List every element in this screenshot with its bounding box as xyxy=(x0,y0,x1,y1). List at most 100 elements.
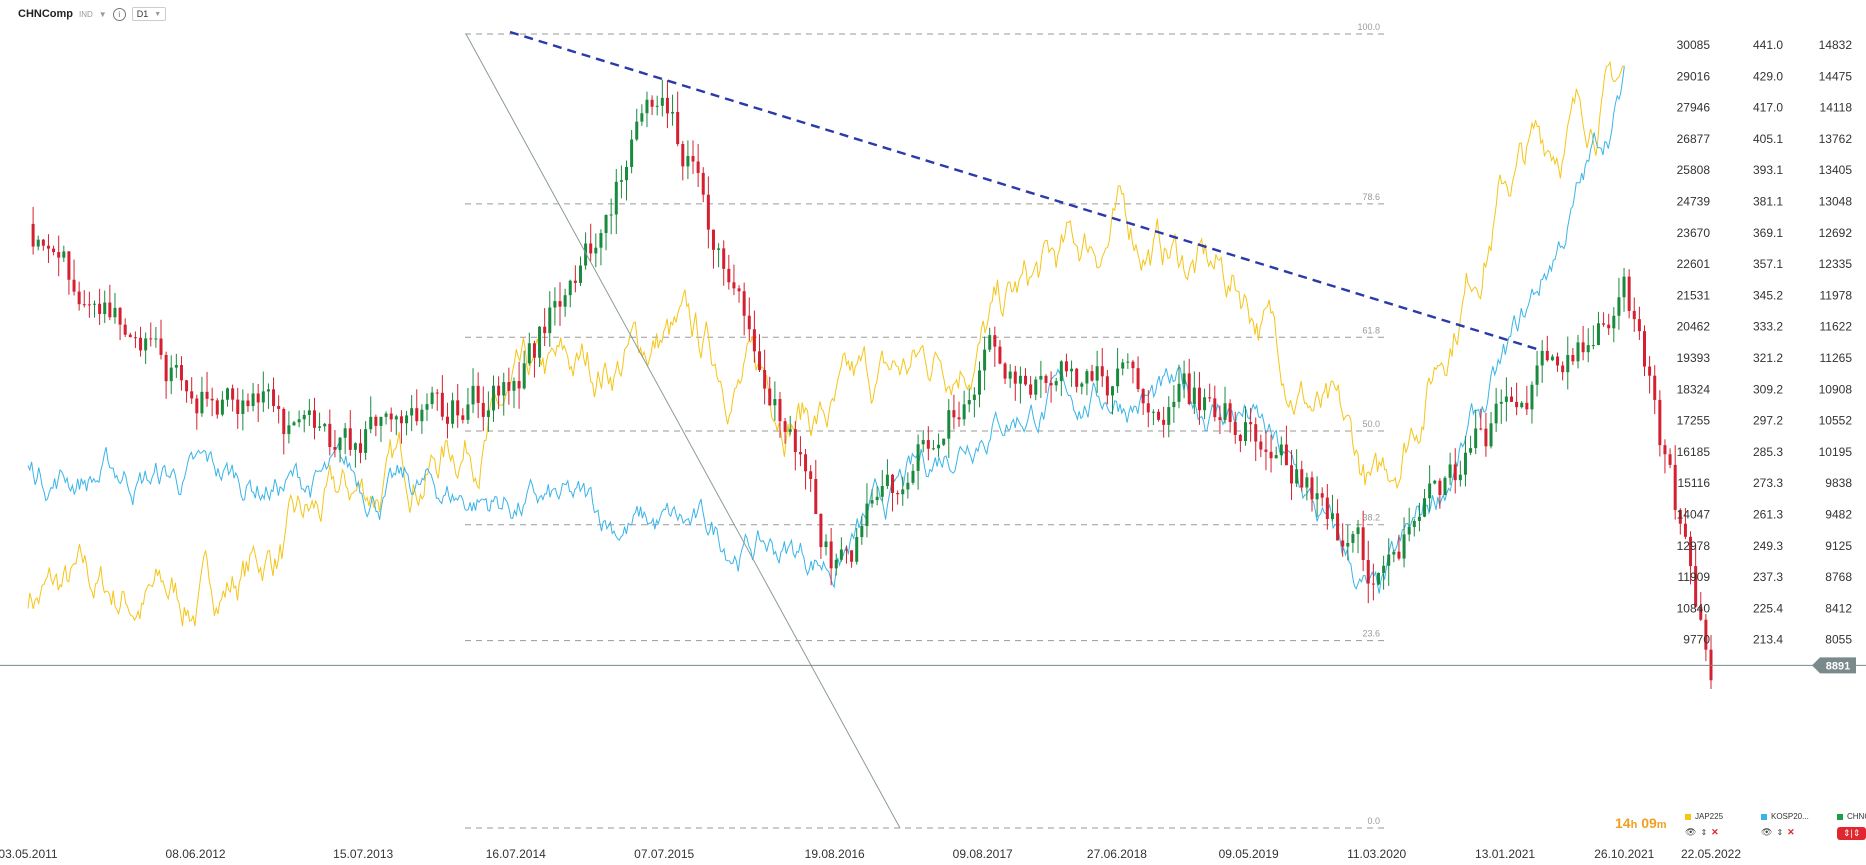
fibonacci-retracement[interactable]: 100.0 78.6 61.8 50.0 38.2 23.6 0.0 xyxy=(465,22,1388,829)
chn-candle-body xyxy=(1290,465,1294,484)
chn-candle-body xyxy=(1162,419,1166,425)
reorder-icon[interactable]: ⇕ xyxy=(1700,828,1708,837)
series-line-jap225 xyxy=(27,60,1625,627)
chn-candle-body xyxy=(706,194,710,230)
chn-candle-body xyxy=(1494,403,1498,424)
close-icon[interactable]: ✕ xyxy=(1711,827,1719,837)
chn-candle-body xyxy=(952,410,956,418)
chn-candle-body xyxy=(962,404,966,420)
chn-candle-body xyxy=(476,385,480,403)
chn-axis-tick-label: 15116 xyxy=(1678,476,1711,490)
info-icon[interactable]: i xyxy=(112,7,126,21)
chn-candle-body xyxy=(1433,480,1437,484)
chn-candle-body xyxy=(200,391,204,414)
kospi-axis-tick-label: 405.1 xyxy=(1753,132,1783,146)
chn-candle-body xyxy=(277,405,281,409)
chn-candle-body xyxy=(640,113,644,122)
chn-candle-body xyxy=(461,415,465,420)
eye-icon[interactable]: 👁 xyxy=(1761,827,1773,837)
chn-candle-body xyxy=(410,408,414,416)
symbol-name[interactable]: CHNComp xyxy=(18,8,73,20)
kospi-axis-tick-label: 285.3 xyxy=(1753,445,1783,459)
chn-candle-body xyxy=(67,251,71,280)
chn-candle-body xyxy=(1085,371,1089,384)
close-icon[interactable]: ✕ xyxy=(1787,827,1795,837)
chn-candle-body xyxy=(880,486,884,497)
chn-candle-body xyxy=(318,426,322,428)
chn-axis-tick-label: 19393 xyxy=(1677,351,1711,365)
chn-candle-body xyxy=(1177,383,1181,402)
time-axis-tick-label: 26.10.2021 xyxy=(1594,847,1654,861)
chn-series-menu-button[interactable]: ⇕|⇕ xyxy=(1837,827,1866,840)
diagonal-trend-line xyxy=(465,33,901,829)
chn-candle-body xyxy=(967,399,971,405)
chn-candle-body xyxy=(1310,477,1314,500)
chn-axis-tick-label: 10840 xyxy=(1677,601,1711,615)
chn-candle-body xyxy=(379,416,383,426)
kospi-axis-tick-label: 225.4 xyxy=(1753,601,1783,615)
chn-candle-body xyxy=(1356,527,1360,535)
jap-axis-tick-label: 9838 xyxy=(1825,476,1852,490)
chn-candle-body xyxy=(82,304,86,306)
chn-candle-body xyxy=(870,500,874,504)
chn-candle-body xyxy=(1116,368,1120,387)
drawing-layer[interactable] xyxy=(0,30,1866,829)
chn-candle-body xyxy=(619,180,623,182)
kospi-axis-tick-label: 333.2 xyxy=(1753,320,1783,334)
chn-candle-body xyxy=(645,99,649,114)
chn-candle-body xyxy=(1545,350,1549,361)
chn-candle-body xyxy=(1008,371,1012,379)
chn-candle-body xyxy=(266,389,270,392)
time-axis-tick-label: 09.05.2019 xyxy=(1219,847,1279,861)
chn-candle-body xyxy=(1238,434,1242,442)
jap-axis-tick-label: 10195 xyxy=(1819,445,1853,459)
chn-candle-body xyxy=(481,402,485,417)
chn-candle-body xyxy=(1489,423,1493,447)
jap-axis-tick-label: 10908 xyxy=(1819,382,1853,396)
chn-candle-body xyxy=(977,370,981,395)
chn-candle-body xyxy=(522,363,526,389)
chn-candle-body xyxy=(901,489,905,495)
timeframe-select[interactable]: D1 ▼ xyxy=(131,7,167,21)
jap-axis-tick-label: 9125 xyxy=(1825,539,1852,553)
kospi-axis-tick-label: 309.2 xyxy=(1753,382,1783,396)
chn-candle-body xyxy=(676,112,680,145)
chn-candle-body xyxy=(1474,428,1478,449)
candle-timer: 14h 09m xyxy=(1615,815,1667,831)
chn-candle-body xyxy=(1121,362,1125,369)
chn-candle-body xyxy=(302,414,306,420)
chn-candle-body xyxy=(364,429,368,453)
chn-axis-tick-label: 12978 xyxy=(1677,539,1711,553)
chn-candle-body xyxy=(41,239,45,246)
chn-candle-body xyxy=(1126,361,1130,363)
jap-axis-tick-label: 11265 xyxy=(1820,351,1853,365)
chn-candle-body xyxy=(921,440,925,445)
chn-candle-body xyxy=(1423,498,1427,517)
chn-candle-body xyxy=(1438,480,1442,495)
chn-candle-body xyxy=(1269,451,1273,459)
chn-candle-body xyxy=(865,503,869,526)
chn-candle-body xyxy=(1673,464,1677,510)
chn-candle-body xyxy=(809,471,813,479)
fib-level-label: 50.0 xyxy=(1362,419,1380,429)
reorder-icon[interactable]: ⇕ xyxy=(1776,828,1784,837)
symbol-dropdown-icon[interactable]: ▼ xyxy=(98,9,107,19)
chn-candle-body xyxy=(1203,397,1207,411)
chn-candle-body xyxy=(737,288,741,292)
jap-axis-tick-label: 8412 xyxy=(1825,601,1852,615)
chn-candle-body xyxy=(374,416,378,426)
jap-axis-tick-label: 8768 xyxy=(1825,570,1852,584)
chn-candle-body xyxy=(1504,396,1508,402)
jap-axis-tick-label: 11622 xyxy=(1820,320,1853,334)
eye-icon[interactable]: 👁 xyxy=(1685,827,1697,837)
chn-candle-body xyxy=(261,391,265,403)
chn-candle-body xyxy=(1596,323,1600,346)
chn-candle-body xyxy=(625,166,629,181)
chn-candle-body xyxy=(1182,373,1186,384)
jap-axis-tick-label: 13762 xyxy=(1819,132,1853,146)
chn-candle-body xyxy=(635,121,639,140)
chn-candle-body xyxy=(369,416,373,430)
chn-candle-body xyxy=(844,549,848,551)
chn-candle-body xyxy=(272,389,276,406)
